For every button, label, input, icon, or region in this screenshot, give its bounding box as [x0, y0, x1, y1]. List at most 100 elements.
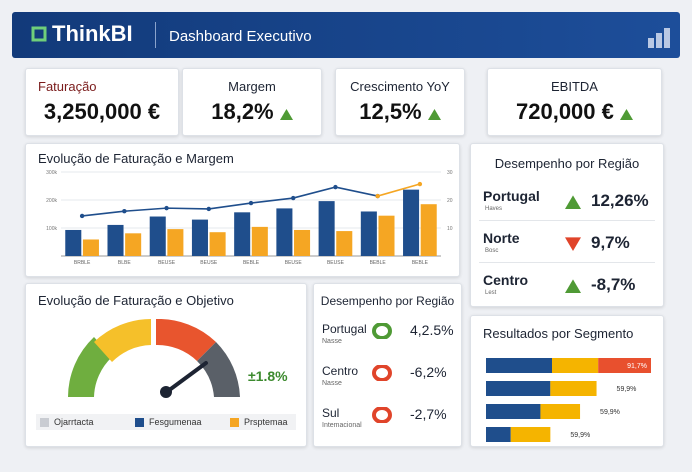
- trend-holder: [565, 276, 581, 294]
- trend-icon: [565, 195, 581, 209]
- region-name: Sul: [322, 406, 340, 420]
- trend-holder: [565, 234, 581, 252]
- bar-segment: [510, 427, 551, 442]
- region-list-card: Desempenho por Região Portugal Nasse 4,2.5…: [313, 283, 462, 447]
- bar: [420, 204, 437, 256]
- region-value: 9,7%: [591, 233, 630, 252]
- header: ThinkBI Dashboard Executivo: [12, 12, 680, 58]
- x-tick-label: BEUSE: [158, 260, 176, 266]
- status-ring: [372, 323, 392, 339]
- bar-label: 59,9%: [617, 386, 637, 393]
- point: [333, 184, 338, 190]
- point: [248, 200, 254, 206]
- bar: [125, 233, 142, 256]
- x-tick-label: BEUSE: [200, 260, 218, 266]
- x-tick-label: BEBLE: [412, 260, 429, 266]
- kpi-card: EBITDA 720,000 €: [487, 68, 662, 136]
- bar: [336, 231, 353, 256]
- gauge: [68, 319, 240, 398]
- panel-title: Desempenho por Região: [494, 156, 640, 171]
- region-value: 12,26%: [591, 191, 649, 210]
- y-tick-label: 200k: [46, 198, 57, 204]
- bar: [65, 229, 82, 256]
- region-value: -2,7%: [410, 406, 447, 422]
- trend-icon: [279, 99, 293, 124]
- logo-icon: [31, 26, 47, 42]
- chart-card: Evolução de Faturação e Margem 100k 200k 3…: [25, 143, 460, 277]
- bar: [318, 201, 335, 256]
- value-text: 12,5%: [359, 99, 422, 124]
- kpi-value: 3,250,000 €: [43, 99, 161, 124]
- kpi-value: 18,2%: [183, 99, 321, 125]
- region-value: 4,2.5%: [410, 322, 454, 338]
- region-sub: Nasse: [322, 338, 342, 345]
- bar-label: 91,7%: [627, 363, 647, 370]
- region-value: -8,7%: [591, 275, 636, 294]
- bar-segment: [550, 381, 597, 396]
- region-sub: Nasse: [322, 380, 342, 387]
- header-title: Dashboard Executivo: [169, 28, 312, 45]
- triangle: [427, 108, 441, 120]
- status-icon: [372, 407, 392, 423]
- brand: ThinkBI: [52, 21, 133, 46]
- trend-icon: [620, 99, 633, 124]
- triangle: [620, 108, 633, 120]
- region-sub: Intemacional: [322, 422, 362, 429]
- bar: [360, 211, 377, 256]
- bar-segment: [540, 404, 581, 419]
- separator: [479, 262, 655, 263]
- chart: 100k 200k 300k 10 20 30 BRBLE BLBE BEUSE BEUSE BEB…: [46, 170, 453, 266]
- point: [79, 213, 85, 219]
- trend-icon: [565, 279, 581, 293]
- triangle: [279, 108, 293, 120]
- status-ring: [372, 365, 392, 381]
- region-sub: Lest: [485, 290, 497, 296]
- panel-title: Desempenho por Região: [320, 294, 455, 308]
- separator: [479, 220, 655, 221]
- trend-icon: [279, 108, 293, 120]
- region-name: Centro: [322, 364, 359, 378]
- triangle: [565, 237, 581, 251]
- chart-title: Evolução de Faturação e Margem: [38, 151, 234, 166]
- status-icon: [372, 365, 392, 381]
- bar: [82, 239, 99, 256]
- point: [291, 195, 296, 201]
- bar: [167, 229, 184, 256]
- y2-tick-label: 30: [447, 170, 453, 176]
- bar-segment: [598, 358, 651, 373]
- gauge-value: ±1.8%: [248, 368, 288, 384]
- menu-icon[interactable]: [646, 26, 672, 50]
- kpi-label: Faturação: [38, 79, 97, 94]
- legend-swatch: [135, 418, 144, 427]
- x-tick-label: BEUSE: [285, 260, 303, 266]
- kpi-label: Margem: [228, 79, 276, 94]
- value-text: 18,2%: [211, 99, 274, 124]
- y2-tick-label: 20: [447, 198, 453, 204]
- y-tick-label: 300k: [46, 170, 57, 176]
- bar: [276, 208, 293, 256]
- bar: [107, 224, 124, 256]
- bar: [234, 212, 251, 256]
- bar-segment: [486, 404, 541, 419]
- trend-holder: [565, 192, 581, 210]
- kpi-value: 720,000 €: [488, 99, 661, 125]
- bar: [149, 216, 166, 256]
- legend-label: Fesgumenaa: [149, 417, 202, 427]
- bar: [378, 215, 395, 256]
- bar-segment: [486, 358, 552, 373]
- trend-icon: [427, 99, 441, 124]
- region-name: Portugal: [322, 322, 367, 336]
- legend-swatch: [40, 418, 49, 427]
- trend-icon: [620, 108, 633, 120]
- bar-segment: [486, 381, 551, 396]
- kpi-value: 12,5%: [336, 99, 464, 125]
- divider: [155, 22, 156, 48]
- kpi-card: Crescimento YoY 12,5%: [335, 68, 465, 136]
- y-tick-label: 100k: [46, 226, 57, 232]
- region-value: -6,2%: [410, 364, 447, 380]
- status-ring: [372, 407, 392, 423]
- x-tick-label: BEBLE: [370, 260, 387, 266]
- region-sub: Haves: [485, 206, 503, 212]
- status-icon: [372, 323, 392, 339]
